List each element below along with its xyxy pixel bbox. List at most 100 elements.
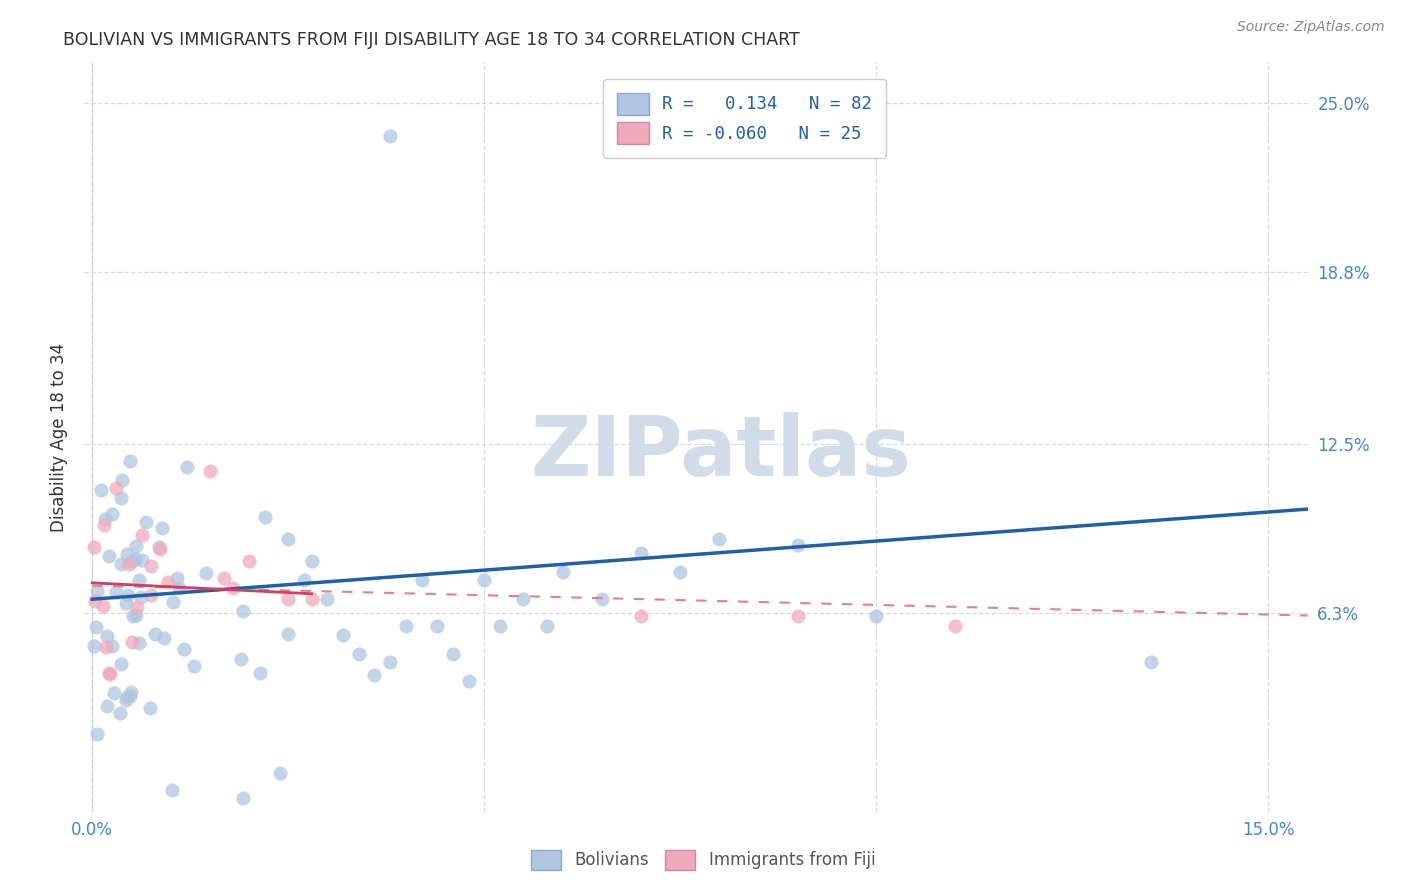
Point bbox=[90, 483, 112, 498]
Point bbox=[115, 547, 138, 561]
Point bbox=[128, 636, 150, 650]
Point bbox=[173, 642, 195, 657]
Point bbox=[139, 588, 162, 602]
Point bbox=[277, 592, 299, 607]
Point bbox=[149, 541, 172, 556]
Point bbox=[183, 658, 205, 673]
Point bbox=[86, 584, 108, 599]
Point bbox=[104, 481, 127, 495]
Point bbox=[787, 608, 810, 623]
Point bbox=[122, 609, 145, 624]
Point bbox=[108, 706, 131, 721]
Point bbox=[787, 538, 810, 552]
Point bbox=[124, 552, 146, 566]
Point bbox=[166, 572, 188, 586]
Point bbox=[316, 592, 339, 607]
Point bbox=[131, 552, 153, 566]
Point bbox=[380, 128, 402, 143]
Point bbox=[141, 559, 163, 574]
Point bbox=[103, 686, 125, 700]
Point bbox=[83, 540, 105, 554]
Point bbox=[157, 575, 180, 590]
Point bbox=[117, 588, 139, 602]
Point bbox=[110, 657, 132, 671]
Point bbox=[669, 565, 692, 579]
Point bbox=[169, 581, 191, 595]
Point bbox=[101, 639, 124, 653]
Point bbox=[238, 554, 260, 568]
Point bbox=[222, 581, 245, 595]
Point bbox=[118, 689, 141, 703]
Point bbox=[395, 619, 418, 633]
Point bbox=[591, 592, 613, 607]
Point bbox=[101, 507, 124, 521]
Point bbox=[249, 665, 271, 680]
Point bbox=[111, 473, 134, 487]
Point bbox=[229, 651, 252, 665]
Point bbox=[139, 701, 162, 715]
Point bbox=[83, 640, 105, 654]
Point bbox=[124, 607, 146, 622]
Point bbox=[411, 573, 433, 587]
Point bbox=[269, 765, 291, 780]
Point bbox=[97, 665, 120, 680]
Point bbox=[118, 557, 141, 571]
Point bbox=[301, 554, 323, 568]
Point bbox=[94, 640, 117, 654]
Point bbox=[96, 629, 118, 643]
Point bbox=[441, 647, 464, 661]
Point bbox=[551, 565, 574, 579]
Text: ZIPatlas: ZIPatlas bbox=[530, 411, 911, 492]
Point bbox=[86, 620, 108, 634]
Point bbox=[347, 647, 370, 661]
Point bbox=[277, 626, 299, 640]
Legend: Bolivians, Immigrants from Fiji: Bolivians, Immigrants from Fiji bbox=[524, 843, 882, 877]
Point bbox=[292, 573, 315, 587]
Point bbox=[253, 510, 276, 524]
Point bbox=[536, 619, 558, 633]
Point bbox=[457, 673, 479, 688]
Point bbox=[214, 571, 236, 585]
Point bbox=[332, 627, 354, 641]
Point bbox=[110, 558, 132, 572]
Point bbox=[198, 464, 221, 478]
Point bbox=[125, 539, 148, 553]
Point bbox=[426, 619, 449, 633]
Point bbox=[709, 533, 731, 547]
Text: BOLIVIAN VS IMMIGRANTS FROM FIJI DISABILITY AGE 18 TO 34 CORRELATION CHART: BOLIVIAN VS IMMIGRANTS FROM FIJI DISABIL… bbox=[63, 31, 800, 49]
Point bbox=[630, 608, 652, 623]
Point bbox=[86, 727, 108, 741]
Point bbox=[865, 608, 887, 623]
Point bbox=[131, 528, 153, 542]
Point bbox=[176, 459, 198, 474]
Point bbox=[195, 566, 218, 580]
Point bbox=[91, 599, 114, 613]
Point bbox=[97, 549, 120, 563]
Point bbox=[232, 791, 254, 805]
Point bbox=[121, 554, 143, 568]
Point bbox=[232, 604, 254, 618]
Point bbox=[150, 521, 173, 535]
Point bbox=[129, 590, 152, 604]
Point bbox=[115, 690, 138, 705]
Point bbox=[125, 600, 148, 615]
Point bbox=[160, 783, 183, 797]
Point bbox=[380, 655, 402, 669]
Point bbox=[630, 546, 652, 560]
Point bbox=[96, 699, 118, 714]
Point bbox=[472, 573, 495, 587]
Point bbox=[121, 635, 143, 649]
Point bbox=[100, 667, 122, 681]
Point bbox=[363, 668, 385, 682]
Y-axis label: Disability Age 18 to 34: Disability Age 18 to 34 bbox=[49, 343, 67, 532]
Point bbox=[93, 518, 115, 533]
Point bbox=[135, 516, 157, 530]
Point bbox=[110, 491, 132, 505]
Point bbox=[152, 631, 174, 645]
Point bbox=[148, 540, 170, 554]
Legend: R =   0.134   N = 82, R = -0.060   N = 25: R = 0.134 N = 82, R = -0.060 N = 25 bbox=[603, 78, 886, 158]
Point bbox=[93, 512, 115, 526]
Point bbox=[120, 685, 142, 699]
Text: Source: ZipAtlas.com: Source: ZipAtlas.com bbox=[1237, 20, 1385, 34]
Point bbox=[118, 454, 141, 468]
